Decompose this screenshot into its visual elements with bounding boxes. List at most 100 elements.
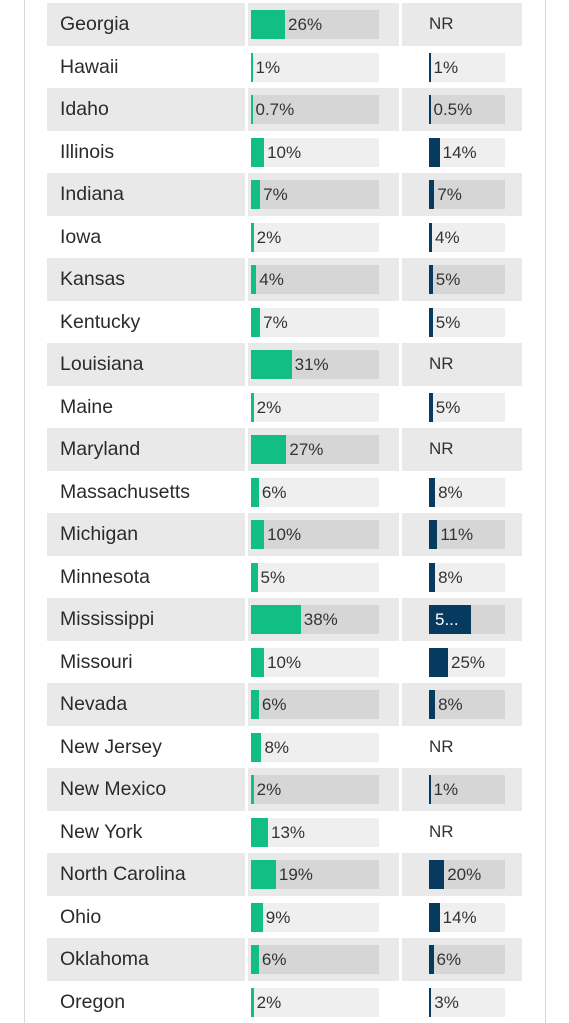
data-label: 38% — [303, 610, 338, 629]
bar-track: 4% — [251, 265, 379, 294]
bar-track: 14% — [429, 902, 505, 932]
table-row: New Mexico 2% 1% — [47, 768, 522, 811]
bar-track: 7% — [251, 180, 379, 209]
table-row: Oregon 2% 3% — [47, 980, 522, 1023]
data-label: 7% — [263, 312, 288, 332]
data-label: 2% — [256, 397, 282, 417]
bar — [251, 690, 259, 719]
bar-track: 20% — [429, 860, 505, 889]
bar — [251, 477, 259, 507]
table-row: Illinois 10% 14% — [47, 130, 522, 173]
column-separator — [245, 88, 248, 131]
bar — [251, 137, 265, 167]
bar — [429, 690, 436, 719]
panel-left-border — [24, 0, 25, 1023]
state-label: Kansas — [60, 268, 126, 290]
column-separator — [245, 683, 248, 726]
column-separator — [399, 215, 402, 258]
bar-track: 38% — [251, 605, 379, 634]
state-label: Oklahoma — [60, 948, 149, 970]
column-separator — [245, 3, 248, 46]
not-reported-label: NR — [429, 354, 454, 373]
table-row: Mississippi 38% 5... — [47, 598, 522, 641]
bar-track: 7% — [251, 307, 379, 337]
bar-track: 10% — [251, 520, 379, 549]
bar — [429, 647, 448, 677]
bar — [429, 520, 438, 549]
bar — [429, 222, 433, 252]
table-row: Indiana 7% 7% — [47, 173, 522, 216]
state-label: Minnesota — [60, 565, 150, 588]
bar — [251, 265, 257, 294]
bar-track: 1% — [251, 52, 379, 82]
bar — [429, 562, 436, 592]
column-separator — [399, 938, 402, 981]
bar — [251, 307, 261, 337]
bar-track: 0.5% — [429, 95, 505, 124]
data-label: 5% — [260, 567, 286, 587]
bar-track: 8% — [429, 690, 505, 719]
bar-track: 6% — [251, 945, 379, 974]
state-label: Kentucky — [60, 310, 141, 333]
state-label: North Carolina — [60, 863, 186, 885]
state-label: New York — [60, 820, 143, 843]
column-separator — [399, 343, 402, 386]
column-separator — [399, 555, 402, 598]
data-label: 10% — [267, 525, 302, 544]
column-separator — [399, 428, 402, 471]
bar — [251, 647, 265, 677]
data-label: 6% — [261, 950, 287, 969]
bar — [429, 987, 432, 1017]
column-separator — [399, 725, 402, 768]
state-label: Mississippi — [60, 608, 155, 630]
bar-track: 4% — [429, 222, 505, 252]
bar — [251, 732, 262, 762]
column-separator — [399, 895, 402, 938]
table-row: North Carolina 19% 20% — [47, 853, 522, 896]
state-label: New Mexico — [60, 778, 167, 800]
bar — [251, 222, 254, 252]
bar-track: 5% — [429, 265, 505, 294]
bar — [251, 605, 301, 634]
state-label: Maryland — [60, 438, 141, 460]
table-row: Louisiana 31% NR — [47, 343, 522, 386]
column-separator — [399, 173, 402, 216]
bar-track: 8% — [251, 732, 379, 762]
not-reported-label: NR — [429, 821, 454, 841]
bar-track: 27% — [251, 435, 379, 464]
table-row: Kentucky 7% 5% — [47, 300, 522, 343]
panel-right-border — [545, 0, 546, 1023]
bar — [429, 180, 435, 209]
bar — [429, 477, 436, 507]
data-label: 4% — [435, 227, 460, 247]
table-row: Maine 2% 5% — [47, 385, 522, 428]
bar — [251, 350, 292, 379]
bar-track: 7% — [429, 180, 505, 209]
bar-track: 10% — [251, 137, 379, 167]
column-separator — [245, 300, 248, 343]
data-label: 10% — [267, 142, 302, 162]
bar — [429, 860, 445, 889]
bar — [251, 10, 286, 39]
state-label: Illinois — [60, 140, 115, 163]
table-row: Kansas 4% 5% — [47, 258, 522, 301]
data-label: 6% — [261, 482, 287, 502]
table-row: Maryland 27% NR — [47, 428, 522, 471]
column-separator — [399, 640, 402, 683]
bar-track: 2% — [251, 392, 379, 422]
column-separator — [399, 130, 402, 173]
bar — [429, 945, 434, 974]
data-label: 8% — [264, 737, 290, 757]
table-row: New Jersey 8% NR — [47, 725, 522, 768]
bar — [429, 605, 471, 634]
bar — [429, 775, 431, 804]
state-label: Georgia — [60, 13, 130, 35]
bar-track: 6% — [429, 945, 505, 974]
state-label: Massachusetts — [60, 480, 191, 503]
column-separator — [399, 810, 402, 853]
bar — [251, 562, 258, 592]
bar-track: 5% — [251, 562, 379, 592]
bar-track: 1% — [429, 52, 505, 82]
table-row: New York 13% NR — [47, 810, 522, 853]
data-label: 4% — [259, 270, 284, 289]
